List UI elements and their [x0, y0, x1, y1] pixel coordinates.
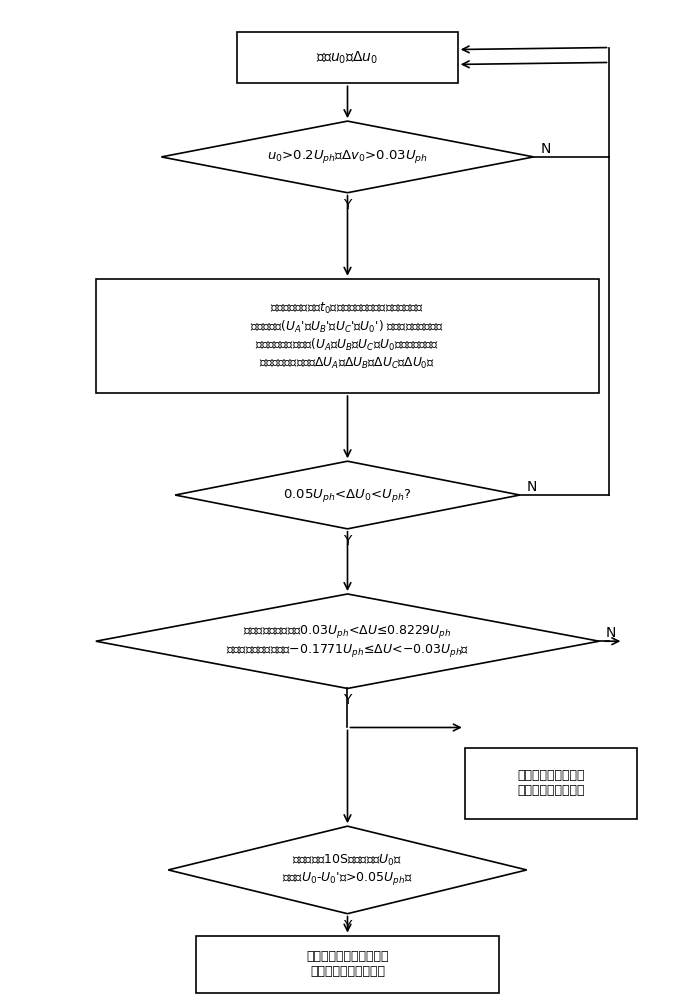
- Text: 判定非瞬时性单相接地故
障，投入选线定位装置: 判定非瞬时性单相接地故 障，投入选线定位装置: [306, 950, 389, 978]
- FancyBboxPatch shape: [237, 32, 458, 83]
- Text: $u_0$>0.2$U_{ph}$或$\Delta v_0$>0.03$U_{ph}$: $u_0$>0.2$U_{ph}$或$\Delta v_0$>0.03$U_{p…: [267, 148, 428, 165]
- Polygon shape: [175, 461, 520, 529]
- FancyBboxPatch shape: [465, 748, 637, 819]
- Text: Y: Y: [343, 919, 352, 933]
- Polygon shape: [161, 121, 534, 193]
- Text: 检测故障突变时刻$t_0$，计算故障前一个周波三相、零序
电压有效值($U_A$'、$U_B$'、$U_C$'、$U_0$') 和故障后一个周波三
相、零序电压: 检测故障突变时刻$t_0$，计算故障前一个周波三相、零序 电压有效值($U_A$…: [250, 301, 445, 371]
- Text: 存在一相电压变化量$0.03U_{ph}$<$\Delta U$≤$0.8229U_{ph}$
且存在一相电压变化量$-0.1771U_{ph}$≤$\Delt: 存在一相电压变化量$0.03U_{ph}$<$\Delta U$≤$0.8229…: [226, 623, 469, 659]
- Text: N: N: [541, 142, 551, 156]
- Text: 检测$u_0$和$\Delta u_0$: 检测$u_0$和$\Delta u_0$: [316, 49, 379, 66]
- Text: N: N: [527, 480, 537, 494]
- Text: $0.05U_{ph}$<$\Delta U_0$<$U_{ph}$?: $0.05U_{ph}$<$\Delta U_0$<$U_{ph}$?: [284, 487, 411, 504]
- Polygon shape: [96, 594, 599, 688]
- Text: Y: Y: [343, 198, 352, 212]
- Polygon shape: [168, 826, 527, 914]
- Text: 判定存在单相接地故
障发生，投消弧线圈: 判定存在单相接地故 障发生，投消弧线圈: [517, 769, 584, 797]
- Text: Y: Y: [343, 693, 352, 707]
- Text: Y: Y: [343, 534, 352, 548]
- Text: 检测故障后10S后零序电压$U_0$，
计算（$U_0$-$U_0$'）>0.05$U_{ph}$？: 检测故障后10S后零序电压$U_0$， 计算（$U_0$-$U_0$'）>0.0…: [282, 853, 413, 887]
- FancyBboxPatch shape: [196, 936, 499, 993]
- Text: N: N: [606, 626, 616, 640]
- FancyBboxPatch shape: [96, 279, 599, 393]
